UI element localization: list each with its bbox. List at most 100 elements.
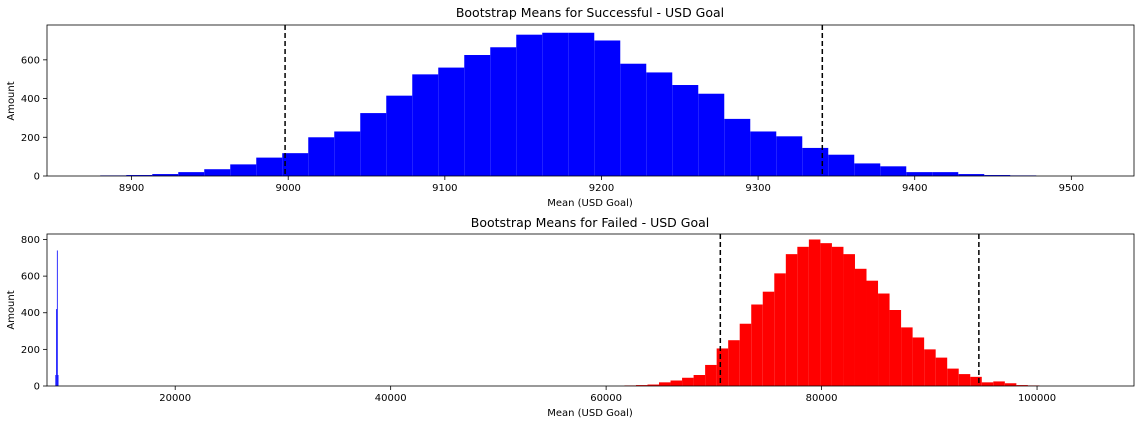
histogram-bar [958, 374, 971, 386]
y-axis-label: Amount [6, 81, 17, 120]
histogram-bar [55, 375, 57, 386]
histogram-bar [152, 174, 179, 176]
histogram-bar [831, 246, 844, 386]
y-tick-label: 600 [21, 55, 40, 66]
histogram-bar [594, 40, 621, 176]
histogram-bar [57, 375, 59, 386]
histogram-bar [932, 172, 959, 176]
histogram-bar [672, 85, 699, 176]
x-tick-label: 60000 [590, 393, 622, 404]
histogram-bar [924, 349, 936, 386]
histogram-bar [762, 291, 775, 386]
histogram-bars [55, 239, 1040, 386]
histogram-bar [282, 153, 309, 176]
histogram-bar [490, 47, 517, 177]
chart-title: Bootstrap Means for Failed - USD Goal [471, 215, 709, 230]
chart-title: Bootstrap Means for Successful - USD Goa… [456, 5, 724, 20]
histogram-bar [958, 174, 985, 176]
plot-frame [46, 233, 1135, 387]
y-tick-label: 0 [34, 382, 40, 393]
histogram-bar [126, 175, 153, 176]
x-axis-label: Mean (USD Goal) [547, 408, 633, 419]
plot-frame [46, 24, 1135, 177]
histogram-bar [820, 243, 832, 386]
histogram-bar [1016, 385, 1028, 386]
histogram-bar [935, 357, 948, 386]
histogram-bar [739, 323, 752, 386]
histogram-bar [776, 136, 803, 176]
histogram-bar [901, 327, 913, 386]
histogram-bar [386, 95, 413, 176]
x-tick-label: 9100 [432, 183, 457, 194]
y-tick-label: 200 [21, 345, 40, 356]
x-axis-ticks: 8900 9000 9100 9200 9300 9400 9500 [119, 176, 1084, 194]
y-axis-label: Amount [6, 290, 17, 329]
y-tick-label: 800 [21, 235, 40, 246]
histogram-bar [412, 74, 439, 176]
y-tick-label: 400 [21, 308, 40, 319]
histogram-bar [843, 254, 855, 386]
histogram-bar [256, 157, 283, 176]
histogram-bar [693, 375, 706, 386]
histogram-bar [647, 384, 660, 386]
histogram-bar [230, 164, 257, 176]
histogram-bar [984, 175, 1011, 176]
x-axis-label: Mean (USD Goal) [547, 198, 633, 209]
histogram-bar [728, 340, 740, 386]
histogram-bar [464, 55, 491, 176]
histogram-bar [774, 273, 786, 386]
histogram-bar [56, 250, 58, 386]
histogram-bar [204, 169, 231, 176]
histogram-bar [880, 166, 907, 176]
histogram-bar [670, 380, 683, 386]
y-tick-label: 200 [21, 133, 40, 144]
y-axis-ticks: 0 200 400 600 800 [21, 235, 47, 393]
histogram-bar [797, 246, 809, 386]
histogram-bar [646, 72, 673, 176]
confidence-lines [719, 234, 980, 386]
x-tick-label: 100000 [1018, 393, 1056, 404]
histogram-bar [947, 368, 959, 386]
x-tick-label: 40000 [375, 393, 407, 404]
histogram-bar [716, 348, 729, 386]
x-tick-label: 9500 [1059, 183, 1084, 194]
histogram-bar [705, 364, 717, 386]
x-tick-label: 9000 [275, 183, 300, 194]
histogram-bar [178, 172, 205, 176]
histogram-bar [308, 137, 335, 176]
histogram-bar [438, 67, 465, 176]
histogram-bar [912, 337, 925, 386]
histogram-bar [56, 309, 57, 386]
x-tick-label: 8900 [119, 183, 144, 194]
histogram-bar [878, 293, 890, 386]
histogram-bar [981, 382, 994, 386]
chart-successful: Bootstrap Means for Successful - USD Goa… [6, 5, 1135, 209]
chart-failed: Bootstrap Means for Failed - USD Goal 20… [6, 215, 1135, 419]
histogram-bar [682, 377, 694, 386]
histogram-bar [1004, 383, 1017, 386]
histogram-bar [724, 118, 751, 176]
histogram-bars [100, 32, 1037, 177]
histogram-bar [360, 113, 387, 176]
histogram-bar [620, 63, 647, 176]
histogram-bar [854, 268, 867, 386]
histogram-bar [802, 147, 829, 176]
histogram-bar [751, 304, 763, 386]
histogram-bar [698, 93, 725, 176]
histogram-bar [889, 310, 902, 386]
y-tick-label: 0 [34, 172, 40, 183]
x-tick-label: 9200 [589, 183, 614, 194]
histogram-bar [906, 172, 933, 176]
x-tick-label: 80000 [806, 393, 838, 404]
x-tick-label: 20000 [159, 393, 191, 404]
x-axis-ticks: 20000 40000 60000 80000 100000 [159, 386, 1056, 404]
histogram-bar [516, 34, 543, 176]
histogram-bar [635, 385, 648, 386]
y-tick-label: 400 [21, 94, 40, 105]
histogram-bar [854, 163, 881, 176]
x-tick-label: 9300 [745, 183, 770, 194]
histogram-bar [750, 131, 777, 176]
histogram-bar [866, 280, 879, 386]
histogram-bar [970, 376, 982, 386]
